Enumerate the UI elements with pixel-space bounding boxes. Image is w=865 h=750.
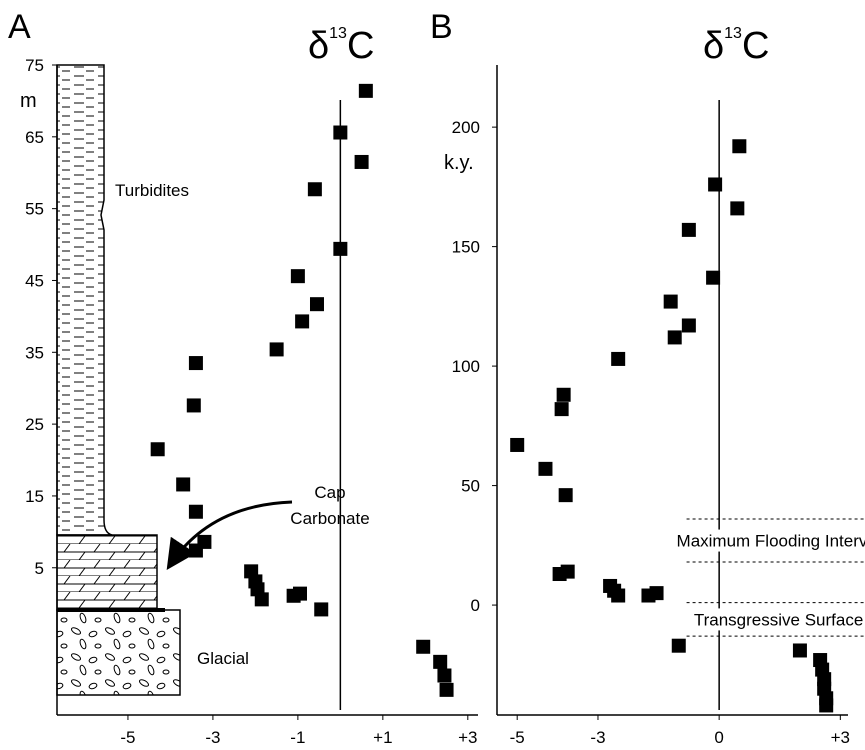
data-point xyxy=(150,442,165,457)
data-point xyxy=(510,437,525,452)
y-axis-label: k.y. xyxy=(444,152,474,174)
data-point xyxy=(681,318,696,333)
data-point xyxy=(188,543,203,558)
label-part: 13 xyxy=(329,25,347,42)
data-point xyxy=(819,698,834,713)
data-point xyxy=(292,586,307,601)
x-tick-label: 0 xyxy=(714,728,723,747)
y-tick-label: 25 xyxy=(25,415,44,434)
band-label: Maximum Flooding Interval xyxy=(677,532,865,551)
band-label-bg xyxy=(658,608,865,631)
x-tick-label: -3 xyxy=(205,728,220,747)
label-part: C xyxy=(347,25,374,67)
x-tick-label: +3 xyxy=(458,728,477,747)
y-tick-label: 55 xyxy=(25,200,44,219)
data-point xyxy=(354,154,369,169)
y-tick-label: 5 xyxy=(35,559,44,578)
data-point xyxy=(309,297,324,312)
data-point xyxy=(611,351,626,366)
x-tick-label: -1 xyxy=(290,728,305,747)
data-point xyxy=(556,387,571,402)
data-point xyxy=(681,222,696,237)
data-point xyxy=(554,402,569,417)
data-point xyxy=(188,356,203,371)
data-point xyxy=(437,668,452,683)
y-tick-label: 35 xyxy=(25,343,44,362)
data-point xyxy=(176,477,191,492)
data-point xyxy=(307,182,322,197)
data-point xyxy=(732,139,747,154)
data-point xyxy=(416,639,431,654)
data-point xyxy=(708,177,723,192)
data-point xyxy=(186,398,201,413)
label-part: 13 xyxy=(724,25,742,42)
strat-column xyxy=(56,64,293,696)
x-tick-label: +3 xyxy=(831,728,850,747)
y-tick-label: 15 xyxy=(25,487,44,506)
y-axis-label: m xyxy=(20,90,37,112)
data-point xyxy=(188,504,203,519)
x-tick-label: -3 xyxy=(590,728,605,747)
data-point xyxy=(254,592,269,607)
data-point xyxy=(649,586,664,601)
panel-label: B xyxy=(430,8,453,46)
y-tick-label: 50 xyxy=(461,477,480,496)
data-point xyxy=(333,241,348,256)
data-point xyxy=(538,461,553,476)
x-tick-label: +1 xyxy=(373,728,392,747)
annotation: Carbonate xyxy=(290,509,369,528)
x-axis-label: δ13C xyxy=(703,25,769,67)
data-point xyxy=(433,654,448,669)
y-tick-label: 65 xyxy=(25,128,44,147)
y-tick-label: 0 xyxy=(471,596,480,615)
data-point xyxy=(560,564,575,579)
annotation: Turbidites xyxy=(115,181,189,200)
data-point xyxy=(269,342,284,357)
y-tick-label: 45 xyxy=(25,271,44,290)
data-point xyxy=(558,488,573,503)
x-tick-label: -5 xyxy=(510,728,525,747)
data-point xyxy=(671,638,686,653)
band-label-bg xyxy=(658,529,865,552)
panel-label: A xyxy=(8,8,31,46)
x-axis-label: δ13C xyxy=(308,25,374,67)
y-tick-label: 75 xyxy=(25,56,44,75)
data-point xyxy=(792,643,807,658)
data-point xyxy=(314,602,329,617)
data-point xyxy=(290,269,305,284)
label-part: δ xyxy=(703,25,724,67)
data-point xyxy=(611,588,626,603)
data-point xyxy=(439,682,454,697)
x-tick-label: -5 xyxy=(120,728,135,747)
band-label: Transgressive Surface xyxy=(694,610,863,629)
data-point xyxy=(667,330,682,345)
label-part: C xyxy=(742,25,769,67)
data-point xyxy=(663,294,678,309)
label-part: δ xyxy=(308,25,329,67)
annotation: Cap xyxy=(314,483,345,502)
y-tick-label: 100 xyxy=(452,357,480,376)
annotation: Glacial xyxy=(197,649,249,668)
data-point xyxy=(295,314,310,329)
y-tick-label: 150 xyxy=(452,238,480,257)
data-point xyxy=(333,125,348,140)
data-point xyxy=(730,201,745,216)
data-point xyxy=(706,270,721,285)
data-point xyxy=(358,83,373,98)
y-tick-label: 200 xyxy=(452,118,480,137)
